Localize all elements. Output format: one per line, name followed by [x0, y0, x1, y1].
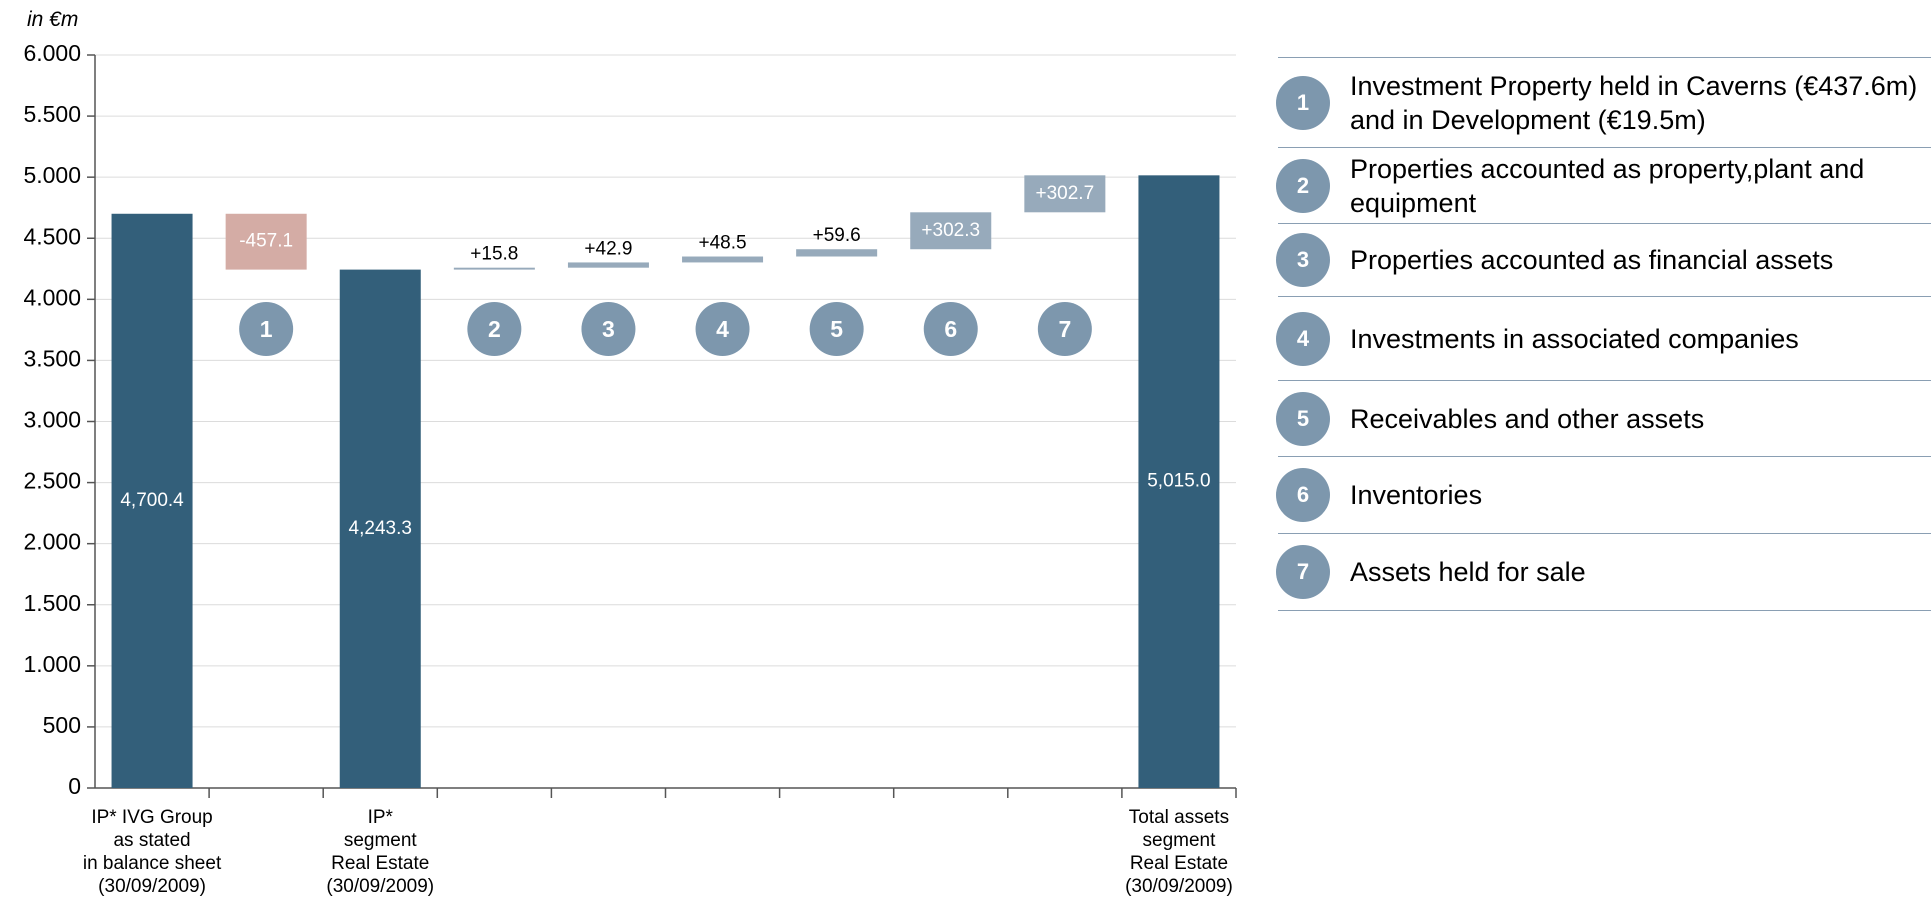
- legend-text: Investment Property held in Caverns (€43…: [1350, 70, 1918, 135]
- y-tick-label: 0: [68, 773, 81, 799]
- bar: [567, 262, 649, 268]
- step-circle: [695, 302, 750, 356]
- legend-number: 2: [1276, 158, 1330, 213]
- y-tick-label: 2.000: [23, 529, 81, 555]
- x-tick-label: IP* segment Real Estate (30/09/2009): [326, 807, 435, 897]
- step-number: 1: [260, 316, 273, 342]
- legend-row: 7 Assets held for sale: [1276, 534, 1931, 611]
- y-tick-label: 6.000: [23, 40, 81, 66]
- step-number: 2: [488, 316, 501, 342]
- bar: [1138, 175, 1220, 788]
- legend-row: 4 Investments in associated companies: [1276, 297, 1931, 381]
- y-tick-label: 4.500: [23, 223, 81, 249]
- legend-number: 7: [1276, 545, 1330, 599]
- step-marker: 3: [581, 302, 636, 356]
- legend-text: Inventories: [1350, 480, 1483, 510]
- value-label: +59.6: [813, 225, 861, 246]
- y-tick-label: 5.000: [23, 162, 81, 188]
- step-number: 4: [716, 316, 729, 342]
- value-label: +15.8: [470, 244, 518, 265]
- value-label: +42.9: [584, 238, 632, 259]
- step-circle: [1037, 302, 1092, 356]
- y-tick-label: 4.000: [23, 284, 81, 310]
- step-circle: [809, 302, 864, 356]
- value-label: +302.3: [921, 220, 980, 241]
- y-tick-label: 1.000: [23, 651, 81, 677]
- y-tick-label: 3.500: [23, 345, 81, 371]
- value-label: +302.7: [1036, 183, 1095, 204]
- legend-text: Assets held for sale: [1350, 557, 1586, 587]
- chart: 0 500 1.000 1.500 2.000 2.500 3.000 3.500 4.000 4…: [23, 40, 1237, 799]
- y-tick-label: 3.000: [23, 407, 81, 433]
- legend-text: Properties accounted as financial assets: [1350, 245, 1834, 275]
- value-label: 5,015.0: [1147, 471, 1210, 492]
- legend-number: 4: [1276, 311, 1330, 366]
- step-circle: [923, 302, 978, 356]
- value-label: +48.5: [699, 233, 747, 254]
- bar: [682, 256, 764, 263]
- value-label: 4,243.3: [349, 518, 412, 539]
- bar: [1024, 175, 1106, 213]
- step-circle: [581, 302, 636, 356]
- legend-row: 1 Investment Property held in Caverns (€4…: [1276, 58, 1931, 148]
- step-marker: 6: [923, 302, 978, 356]
- step-marker: 7: [1037, 302, 1092, 356]
- step-marker: 5: [809, 302, 864, 356]
- bar: [225, 213, 307, 270]
- legend-row: 3 Properties accounted as financial asset…: [1276, 224, 1931, 297]
- step-marker: 4: [695, 302, 750, 356]
- step-circle: [239, 302, 294, 356]
- value-label: 4,700.4: [120, 490, 184, 511]
- y-tick-label: 5.500: [23, 101, 81, 127]
- step-number: 7: [1058, 316, 1071, 342]
- step-marker: 1: [239, 302, 294, 356]
- unit-label: in €m: [27, 8, 79, 31]
- bar: [453, 267, 535, 270]
- step-marker: 2: [467, 302, 522, 356]
- legend-number: 6: [1276, 468, 1330, 522]
- legend-row: 2 Properties accounted as property,plant …: [1276, 148, 1931, 224]
- legend-number: 3: [1276, 233, 1330, 287]
- bar: [796, 249, 878, 257]
- step-number: 5: [830, 316, 843, 342]
- legend-text: Properties accounted as property,plant a…: [1350, 153, 1865, 218]
- legend-row: 5 Receivables and other assets: [1276, 381, 1931, 457]
- bar: [111, 213, 193, 788]
- legend-top-line: [1278, 57, 1931, 58]
- legend-number: 1: [1276, 75, 1330, 130]
- y-tick-label: 500: [43, 712, 81, 738]
- y-tick-label: 2.500: [23, 468, 81, 494]
- bar: [339, 269, 421, 788]
- x-tick-label: Total assets segment Real Estate (30/09/…: [1125, 807, 1233, 897]
- value-label: -457.1: [239, 231, 293, 252]
- step-number: 6: [944, 316, 957, 342]
- bar: [910, 212, 992, 250]
- legend-row: 6 Inventories: [1276, 457, 1931, 534]
- step-number: 3: [602, 316, 615, 342]
- x-tick-label: IP* IVG Group as stated in balance sheet…: [82, 807, 222, 897]
- legend-number: 5: [1276, 391, 1330, 446]
- step-circle: [467, 302, 522, 356]
- legend-text: Investments in associated companies: [1350, 323, 1799, 354]
- legend-text: Receivables and other assets: [1350, 403, 1705, 434]
- y-tick-label: 1.500: [23, 590, 81, 616]
